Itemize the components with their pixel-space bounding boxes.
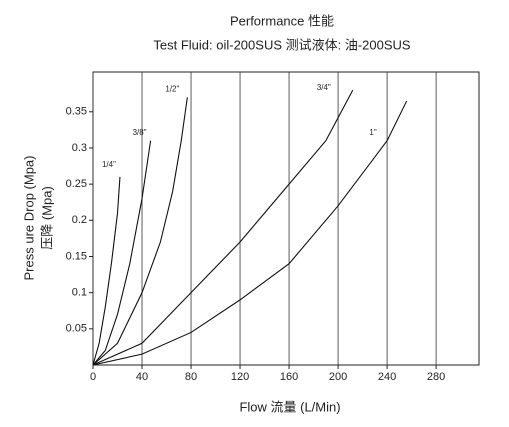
curve bbox=[92, 140, 152, 366]
y-tick-label: 0.1 bbox=[72, 287, 87, 299]
chart-subtitle: Test Fluid: oil-200SUS 测试液体: 油-200SUS bbox=[153, 37, 411, 52]
y-tick-label: 0.15 bbox=[66, 250, 87, 262]
curve bbox=[92, 100, 408, 366]
curve-label: 3/4" bbox=[317, 83, 331, 92]
curve-label: 1/4" bbox=[102, 160, 116, 169]
x-tick-label: 280 bbox=[427, 371, 445, 383]
y-tick-label: 0.05 bbox=[66, 323, 87, 335]
curve bbox=[92, 97, 188, 366]
y-axis-label: Press ure Drop (Mpa) bbox=[21, 156, 36, 281]
y-axis-label: 压降 (Mpa) bbox=[39, 186, 54, 250]
plot-frame bbox=[92, 71, 480, 366]
x-tick-label: 0 bbox=[90, 371, 96, 383]
x-axis-label: Flow 流量 (L/Min) bbox=[239, 399, 340, 414]
y-tick-label: 0.3 bbox=[72, 142, 87, 154]
curve-label: 1/2" bbox=[165, 84, 179, 93]
x-tick-label: 80 bbox=[185, 371, 197, 383]
x-tick-label: 240 bbox=[378, 371, 396, 383]
x-tick-label: 40 bbox=[136, 371, 148, 383]
curve bbox=[92, 176, 121, 366]
y-tick-label: 0.25 bbox=[66, 178, 87, 190]
curve bbox=[92, 89, 354, 366]
x-tick-label: 120 bbox=[231, 371, 249, 383]
x-tick-label: 160 bbox=[280, 371, 298, 383]
y-tick-label: 0.2 bbox=[72, 214, 87, 226]
x-tick-label: 200 bbox=[329, 371, 347, 383]
y-tick-label: 0.35 bbox=[66, 106, 87, 118]
curve-label: 3/8" bbox=[133, 128, 147, 137]
chart-title: Performance 性能 bbox=[230, 13, 334, 28]
curve-label: 1" bbox=[369, 128, 376, 137]
